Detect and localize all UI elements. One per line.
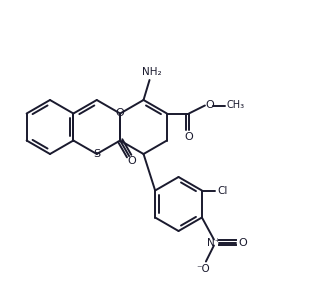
Text: S: S (93, 149, 100, 159)
Text: O: O (185, 132, 193, 142)
Text: O: O (206, 100, 214, 110)
Text: O: O (128, 156, 136, 166)
Text: ⁻O: ⁻O (196, 265, 210, 275)
Text: N⁺: N⁺ (207, 238, 221, 248)
Text: O: O (239, 238, 247, 248)
Text: O: O (116, 108, 125, 118)
Text: CH₃: CH₃ (227, 100, 245, 110)
Text: Cl: Cl (218, 185, 228, 195)
Text: NH₂: NH₂ (142, 67, 161, 77)
